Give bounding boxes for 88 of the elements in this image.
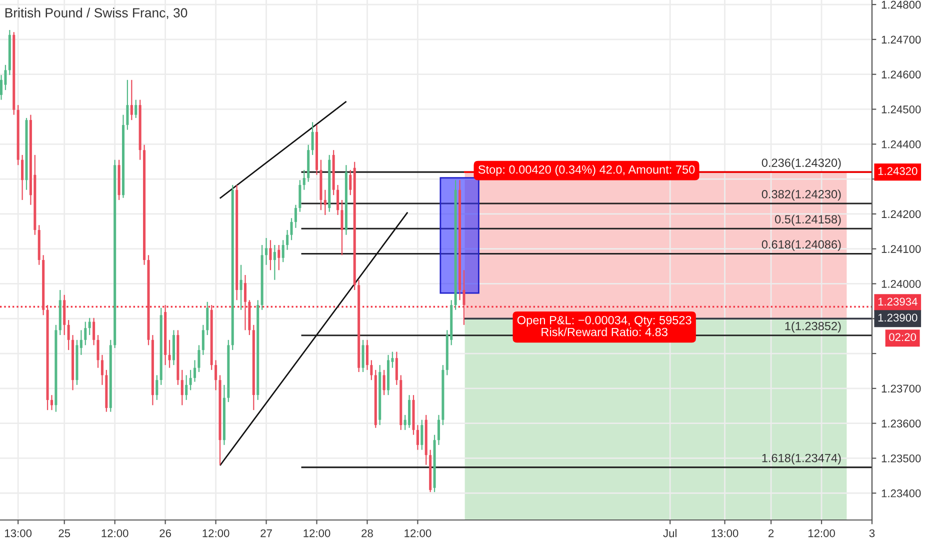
candlestick [290,218,293,241]
y-tick-label: 1.24500 [882,106,921,114]
candlestick [298,180,302,212]
text: British Pound / Swiss Franc, 30 [5,8,188,20]
x-tick-label: 27 [260,529,272,538]
x-tick-label: Jul [663,529,676,538]
x-tick-label: 28 [362,529,373,538]
candlestick [265,237,268,266]
y-tick-label: 1.23700 [882,384,921,393]
y-tick-label: 1.23600 [882,420,921,428]
x-tick-label: 13:00 [712,529,738,538]
candlestick [96,334,100,368]
candlestick [269,240,272,271]
y-tick-label: 1.24800 [882,0,921,9]
candlestick [420,419,424,450]
candlestick [336,184,340,216]
candlestick [130,79,133,121]
candlestick [214,360,218,391]
y-tick-label: 1.24200 [882,210,921,218]
candlestick [302,169,306,190]
x-tick-label: 12:00 [404,529,432,538]
candlestick [180,369,184,406]
candlestick [294,204,297,228]
y-tick-label: 1.24000 [882,280,921,288]
ref-line-label: 0.382(1.24230) [762,190,841,201]
candlestick [67,319,70,351]
candlestick [4,64,7,91]
ref-line-label: 0.236(1.24320) [762,158,841,170]
candlestick [193,360,196,382]
candlestick [0,74,3,100]
x-tick-label: 12:00 [808,529,835,538]
candlestick [286,229,289,250]
candlestick [21,154,24,201]
x-tick-label: 26 [160,529,172,538]
ref-line-label: 1.618(1.23474) [762,454,841,465]
candlestick [88,317,91,336]
candlestick [84,321,87,346]
candlestick [278,244,280,271]
x-tick-label: 3 [869,529,875,538]
candlestick [416,424,419,450]
ref-line-label: 0.5(1.24158) [775,214,841,226]
ref-line-label: 1.23900 [878,314,918,322]
candlestick [185,374,188,400]
annotation: Open P&L: −0.00034, Qty: 59523 Risk/Reward Ratio: 4.83 [517,316,692,336]
y-tick-label: 1.24100 [882,245,921,253]
ref-line-label: 1.24320 [878,167,918,176]
candlestick [198,344,200,373]
candlestick [244,274,246,331]
candlestick [126,79,129,130]
candlestick [324,189,326,216]
y-tick-label: 1.23500 [882,454,921,462]
candlestick [349,169,352,196]
candlestick [92,317,96,346]
y-tick-label: 1.23400 [882,489,921,498]
x-tick-label: 12:00 [304,529,330,538]
x-tick-label: 2 [768,529,774,538]
candlestick [311,122,314,156]
ref-line-label: 1.23934 [878,298,918,306]
candlestick [366,339,368,370]
candlestick [206,301,209,336]
y-tick-label: 1.24600 [882,70,921,78]
candlestick [50,394,53,411]
candlestick [395,351,398,386]
candlestick [282,240,284,263]
candlestick [437,414,440,446]
candlestick [189,369,192,391]
ref-line-label: 0.618(1.24086) [762,240,841,251]
text: 02:20 [889,333,916,342]
candlestick [100,354,104,386]
candlestick [370,360,373,381]
x-tick-label: 12:00 [202,529,230,538]
x-tick-label: 25 [58,529,70,538]
candlestick [382,369,386,396]
y-tick-label: 1.24400 [882,140,921,148]
y-tick-label: 1.24700 [882,36,921,44]
candlestick [273,244,276,280]
candlestick [240,264,242,310]
candlestick [80,330,82,356]
candlestick [340,199,344,256]
candlestick [156,374,158,400]
x-tick-label: 12:00 [102,529,128,538]
candlestick [202,324,204,356]
candlestick [362,339,364,373]
x-tick-label: 13:00 [5,529,32,538]
candlestick [134,99,138,119]
candlestick [168,339,171,368]
candlestick [462,270,466,326]
ref-line-label: 1(1.23852) [785,322,841,333]
